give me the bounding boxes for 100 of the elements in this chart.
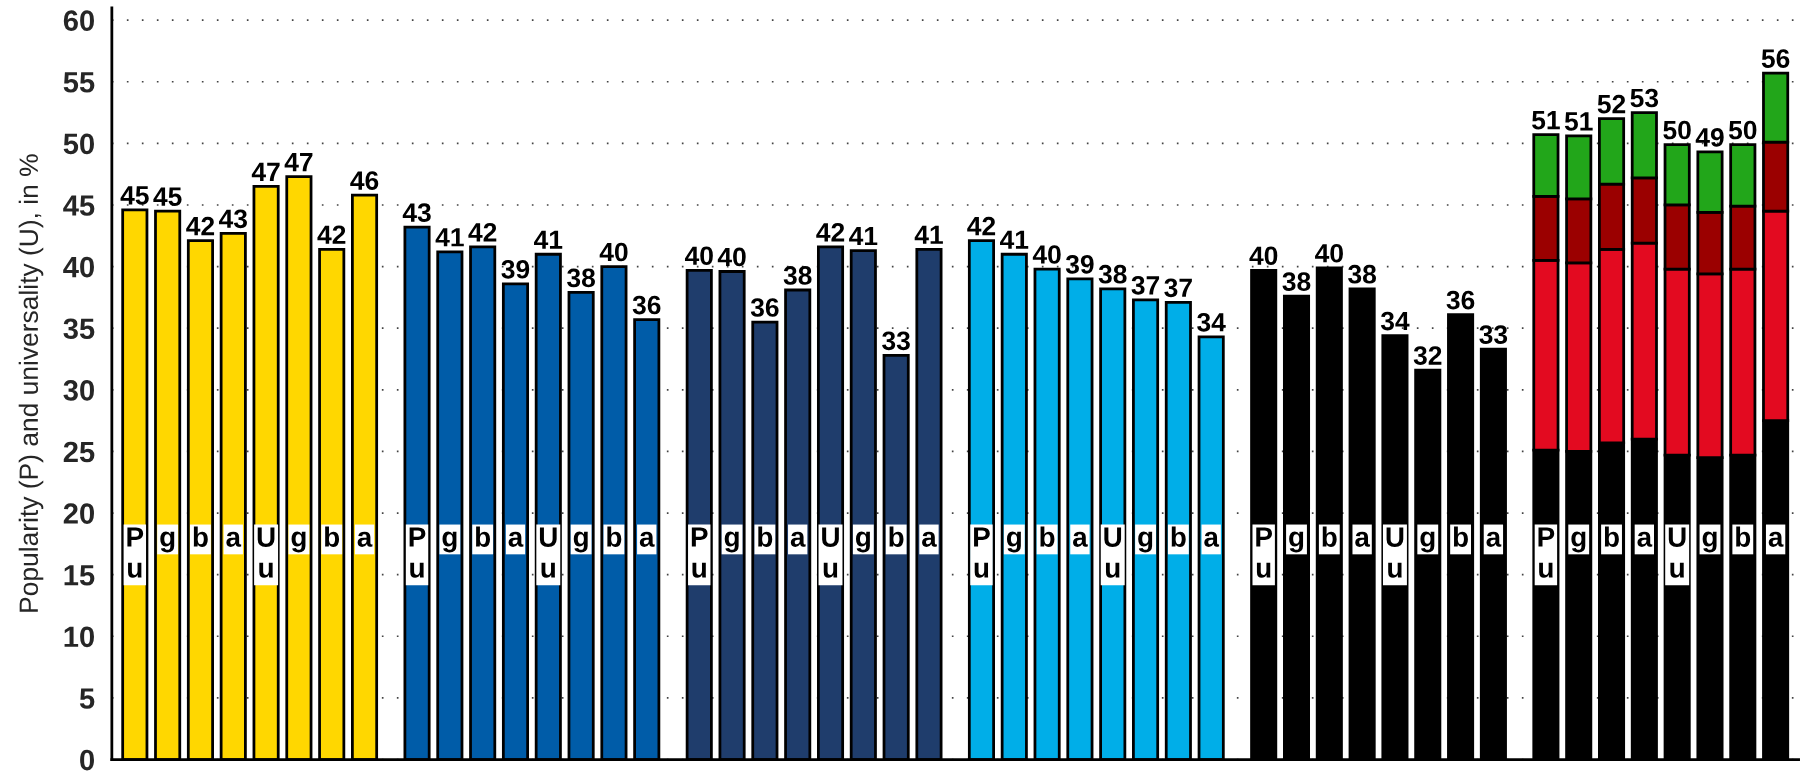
total-label: 53 <box>1630 88 1659 108</box>
x-tick-label: P u <box>974 527 990 578</box>
total-label: 42 <box>816 222 845 242</box>
x-tick-label: b <box>1322 526 1337 547</box>
x-tick-label: b <box>1171 526 1186 547</box>
x-tick-label: U u <box>1386 527 1404 578</box>
x-tick-label: a <box>1768 531 1784 547</box>
x-tick-label: P u <box>691 527 708 578</box>
total-label: 38 <box>783 266 812 285</box>
total-label: 39 <box>1065 255 1094 274</box>
x-tick-label: b <box>325 526 340 547</box>
total-label: 41 <box>849 226 878 246</box>
total-label: 37 <box>1164 278 1192 298</box>
total-label: 42 <box>967 216 996 236</box>
total-label: 40 <box>684 246 713 266</box>
x-tick-label: g <box>1006 531 1021 553</box>
total-label: 38 <box>567 268 595 288</box>
x-tick-label: a <box>226 531 242 547</box>
total-label: 50 <box>1663 120 1691 140</box>
total-label: 36 <box>632 295 661 315</box>
x-tick-label: g <box>1289 531 1304 553</box>
x-tick-label: b <box>1736 526 1751 547</box>
x-tick-label: a <box>1637 531 1653 547</box>
total-label: 34 <box>1197 312 1226 332</box>
total-label: 39 <box>501 259 530 279</box>
y-tick-label: 15 <box>64 565 95 586</box>
x-tick-label: U u <box>1104 527 1122 578</box>
x-tick-label: g <box>291 531 306 553</box>
total-label: 43 <box>402 203 431 222</box>
total-label: 45 <box>153 187 182 206</box>
x-tick-label: g <box>573 531 588 553</box>
y-tick-label: 45 <box>63 195 95 216</box>
total-label: 37 <box>1131 275 1160 295</box>
x-tick-label: a <box>1486 531 1502 547</box>
x-tick-label: b <box>193 526 208 547</box>
x-tick-label: a <box>639 531 655 547</box>
y-tick-label: 40 <box>63 256 94 278</box>
x-tick-label: P u <box>127 527 144 578</box>
total-label: 32 <box>1413 346 1442 365</box>
y-tick-label: 25 <box>63 441 95 463</box>
x-tick-label: U u <box>539 527 557 578</box>
x-tick-label: b <box>758 526 773 547</box>
total-label: 36 <box>750 298 779 317</box>
y-tick-label: 55 <box>63 72 95 93</box>
x-tick-label: U u <box>1668 527 1686 578</box>
total-label: 38 <box>1348 264 1376 284</box>
x-tick-label: a <box>922 531 937 547</box>
x-tick-label: P u <box>409 527 426 578</box>
x-tick-label: a <box>1355 531 1371 547</box>
x-tick-label: P u <box>1538 527 1555 578</box>
total-label: 42 <box>186 216 215 236</box>
total-label: 40 <box>1315 243 1343 263</box>
x-tick-label: g <box>724 531 739 553</box>
x-tick-label: g <box>1702 531 1717 553</box>
total-label: 40 <box>1249 246 1278 266</box>
x-tick-label: U u <box>257 527 275 578</box>
total-label: 52 <box>1597 94 1626 114</box>
x-tick-label: b <box>476 526 491 547</box>
total-label: 42 <box>468 222 497 242</box>
total-label: 51 <box>1532 111 1560 130</box>
x-tick-label: g <box>1420 531 1435 553</box>
x-tick-label: b <box>607 526 622 547</box>
x-tick-label: g <box>855 531 870 553</box>
x-tick-label: a <box>1073 531 1088 547</box>
y-axis-title: Popularity (P) and universality (U), in % <box>18 154 44 612</box>
x-tick-label: g <box>1138 531 1153 553</box>
total-label: 49 <box>1695 128 1724 147</box>
y-tick-label: 20 <box>63 503 94 524</box>
total-label: 41 <box>914 225 943 244</box>
total-label: 41 <box>435 228 464 247</box>
x-tick-label: a <box>1204 531 1220 547</box>
x-tick-label: a <box>508 531 524 547</box>
total-label: 43 <box>218 209 247 229</box>
x-tick-label: g <box>442 531 457 553</box>
total-label: 38 <box>1098 264 1127 284</box>
y-tick-label: 60 <box>63 10 94 31</box>
total-label: 47 <box>284 152 313 172</box>
x-tick-label: b <box>1040 526 1055 547</box>
total-label: 56 <box>1761 49 1790 68</box>
y-tick-label: 50 <box>63 133 94 155</box>
x-tick-label: g <box>1571 531 1586 553</box>
total-label: 40 <box>717 247 746 267</box>
total-label: 34 <box>1380 311 1410 331</box>
total-label: 50 <box>1728 120 1757 140</box>
total-label: 46 <box>350 171 379 190</box>
total-label: 40 <box>599 242 628 262</box>
total-label: 33 <box>882 331 910 351</box>
total-label: 33 <box>1479 325 1508 344</box>
x-tick-label: a <box>357 531 373 547</box>
x-tick-label: b <box>1453 526 1468 547</box>
total-label: 42 <box>317 225 346 244</box>
x-tick-label: U u <box>822 527 839 578</box>
x-tick-label: P u <box>1256 527 1272 578</box>
total-label: 40 <box>1032 245 1061 264</box>
total-label: 51 <box>1564 112 1593 131</box>
x-tick-label: b <box>889 526 904 547</box>
total-label: 45 <box>120 186 149 205</box>
total-label: 38 <box>1282 272 1311 291</box>
total-label: 47 <box>251 162 280 182</box>
total-label: 41 <box>1000 230 1029 249</box>
